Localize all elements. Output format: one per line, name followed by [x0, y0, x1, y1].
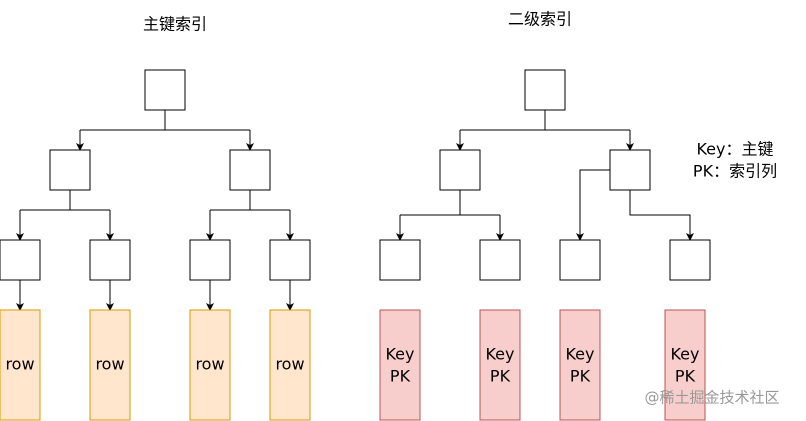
leaf-pk: PK	[675, 367, 696, 386]
leaf-pk: PK	[490, 367, 511, 386]
right-title: 二级索引	[508, 10, 572, 29]
leaf-key: Key	[385, 345, 414, 364]
left-tree: row row row row	[0, 69, 311, 421]
leaf-key: Key	[565, 345, 594, 364]
leaf-label: row	[95, 355, 124, 374]
legend-entry: Key：主键	[696, 140, 773, 159]
right-tree: Key PK Key PK Key PK Key PK	[379, 69, 711, 421]
legend-entry: PK：索引列	[693, 162, 777, 181]
left-title: 主键索引	[143, 15, 207, 34]
leaf-pk: PK	[390, 367, 411, 386]
leaf-pk: PK	[570, 367, 591, 386]
leaf-key: Key	[485, 345, 514, 364]
watermark: @稀土掘金技术社区	[644, 389, 779, 407]
leaf-key: Key	[670, 345, 699, 364]
leaf-label: row	[5, 355, 34, 374]
leaf-label: row	[275, 355, 304, 374]
leaf-label: row	[195, 355, 224, 374]
